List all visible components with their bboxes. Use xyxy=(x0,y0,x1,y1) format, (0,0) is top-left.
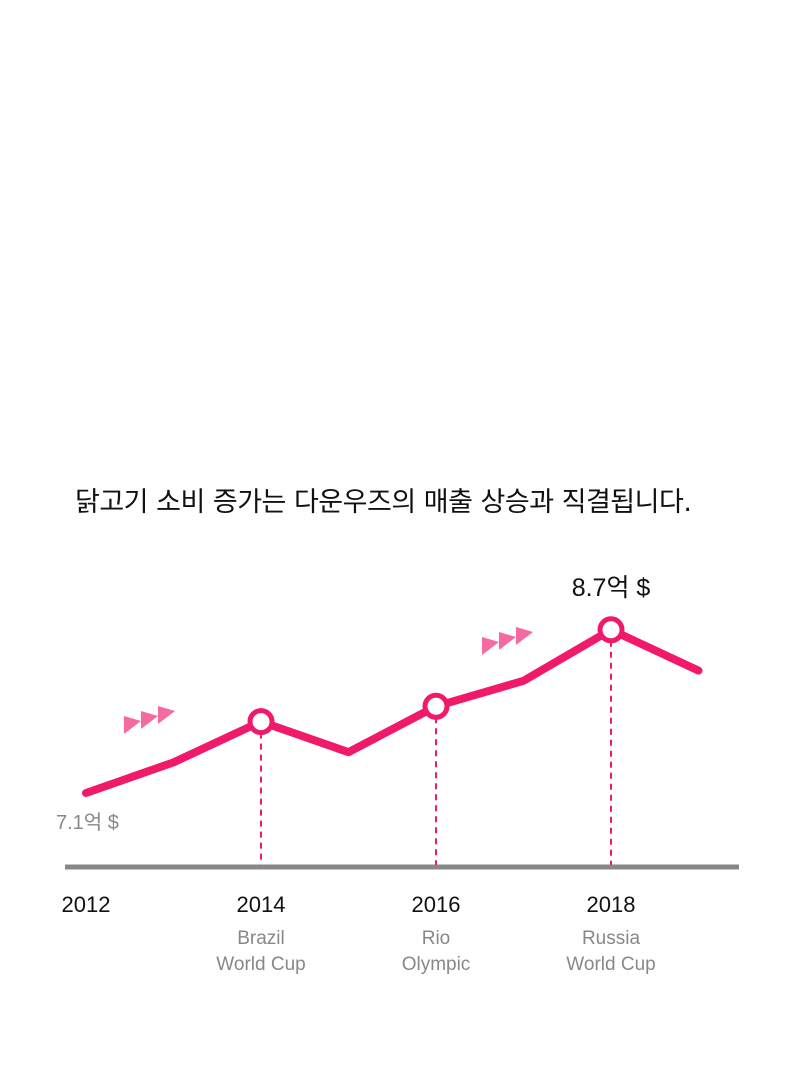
arrow-icon xyxy=(516,627,533,645)
event-label: Rio xyxy=(422,928,451,949)
series-line xyxy=(82,625,703,797)
point-marker-2014 xyxy=(247,708,275,736)
arrow-icon xyxy=(124,716,141,734)
arrow-icon xyxy=(499,632,516,650)
chart-title: 닭고기 소비 증가는 다운우즈의 매출 상승과 직결됩니다. xyxy=(75,487,692,518)
start-value-label: 7.1억 $ xyxy=(56,811,119,834)
arrow-icon xyxy=(141,711,158,729)
arrow-icon xyxy=(482,637,499,655)
point-marker-2016 xyxy=(422,692,450,720)
x-tick-label: 2018 xyxy=(587,892,636,917)
point-marker-2018 xyxy=(597,616,625,644)
x-tick-label: 2016 xyxy=(412,892,461,917)
event-label: World Cup xyxy=(566,954,655,975)
x-tick-label: 2014 xyxy=(237,892,286,917)
event-label: Russia xyxy=(582,928,641,949)
peak-value-label: 8.7억 $ xyxy=(572,574,651,602)
arrow-icon xyxy=(158,706,175,724)
x-tick-label: 2012 xyxy=(62,892,111,917)
event-label: Brazil xyxy=(237,928,285,949)
event-label: World Cup xyxy=(216,954,305,975)
event-label: Olympic xyxy=(402,954,471,975)
